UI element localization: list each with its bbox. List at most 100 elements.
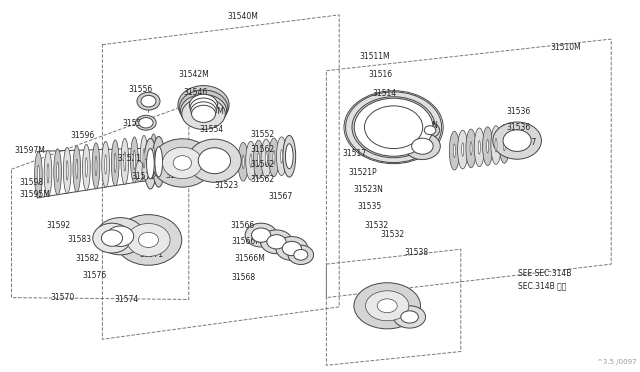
Text: 31523N: 31523N bbox=[353, 185, 383, 194]
Ellipse shape bbox=[173, 155, 191, 170]
Ellipse shape bbox=[191, 102, 216, 120]
Ellipse shape bbox=[189, 94, 218, 116]
Text: 31554: 31554 bbox=[200, 125, 224, 134]
Text: 31597M: 31597M bbox=[14, 146, 45, 155]
Ellipse shape bbox=[269, 138, 279, 177]
Ellipse shape bbox=[285, 144, 293, 169]
Text: 31552: 31552 bbox=[251, 130, 275, 139]
Text: 31535: 31535 bbox=[357, 202, 381, 211]
Ellipse shape bbox=[466, 129, 476, 168]
Ellipse shape bbox=[424, 126, 436, 135]
Ellipse shape bbox=[250, 154, 252, 167]
Ellipse shape bbox=[142, 159, 150, 180]
Ellipse shape bbox=[121, 138, 129, 185]
Text: 31514: 31514 bbox=[372, 89, 397, 98]
Text: 31552N: 31552N bbox=[408, 121, 438, 130]
Ellipse shape bbox=[152, 137, 165, 187]
Ellipse shape bbox=[267, 235, 286, 249]
Ellipse shape bbox=[198, 148, 230, 174]
Ellipse shape bbox=[63, 147, 71, 193]
Text: 31567: 31567 bbox=[269, 192, 293, 201]
Ellipse shape bbox=[282, 241, 301, 256]
Ellipse shape bbox=[354, 283, 420, 329]
Ellipse shape bbox=[144, 138, 157, 189]
Text: 31521P: 31521P bbox=[349, 169, 378, 177]
Text: 31566M: 31566M bbox=[235, 254, 266, 263]
Ellipse shape bbox=[273, 151, 275, 164]
Ellipse shape bbox=[280, 150, 283, 163]
Ellipse shape bbox=[150, 134, 157, 180]
Ellipse shape bbox=[499, 125, 509, 163]
Text: 31568: 31568 bbox=[232, 273, 256, 282]
Ellipse shape bbox=[276, 137, 287, 176]
Ellipse shape bbox=[458, 130, 468, 169]
Text: 31562: 31562 bbox=[251, 160, 275, 169]
Text: 31536: 31536 bbox=[507, 107, 531, 116]
Ellipse shape bbox=[404, 133, 440, 160]
Ellipse shape bbox=[76, 159, 78, 179]
Text: 31555: 31555 bbox=[123, 119, 147, 128]
Ellipse shape bbox=[111, 140, 119, 186]
Ellipse shape bbox=[420, 123, 440, 138]
Ellipse shape bbox=[260, 230, 292, 254]
Text: 31595M: 31595M bbox=[19, 190, 50, 199]
Ellipse shape bbox=[86, 158, 87, 177]
Text: 31536: 31536 bbox=[507, 123, 531, 132]
Ellipse shape bbox=[346, 92, 442, 163]
Ellipse shape bbox=[188, 139, 241, 182]
Ellipse shape bbox=[83, 144, 90, 190]
Text: 31576: 31576 bbox=[82, 271, 106, 280]
Ellipse shape bbox=[139, 118, 153, 128]
Ellipse shape bbox=[478, 141, 481, 154]
Ellipse shape bbox=[288, 245, 314, 264]
Text: 31544M: 31544M bbox=[193, 107, 224, 116]
Ellipse shape bbox=[412, 138, 433, 154]
Ellipse shape bbox=[147, 148, 154, 179]
Ellipse shape bbox=[124, 152, 125, 171]
Ellipse shape bbox=[182, 98, 225, 129]
Ellipse shape bbox=[37, 165, 40, 185]
Text: 31521N: 31521N bbox=[389, 113, 419, 122]
Ellipse shape bbox=[136, 161, 143, 181]
Ellipse shape bbox=[136, 115, 156, 130]
Text: 31598: 31598 bbox=[19, 178, 44, 187]
Text: 31510M: 31510M bbox=[550, 43, 581, 52]
Text: 31570: 31570 bbox=[50, 293, 74, 302]
Ellipse shape bbox=[238, 142, 248, 181]
Text: 31562: 31562 bbox=[251, 175, 275, 184]
Ellipse shape bbox=[261, 139, 271, 178]
Ellipse shape bbox=[179, 90, 228, 126]
Text: 31566M: 31566M bbox=[232, 237, 262, 246]
Ellipse shape bbox=[252, 228, 271, 242]
Ellipse shape bbox=[461, 143, 464, 156]
Ellipse shape bbox=[483, 127, 493, 166]
Ellipse shape bbox=[246, 141, 256, 180]
Ellipse shape bbox=[449, 131, 460, 170]
Ellipse shape bbox=[73, 146, 81, 192]
Ellipse shape bbox=[377, 299, 397, 313]
Ellipse shape bbox=[470, 142, 472, 155]
Ellipse shape bbox=[242, 155, 244, 169]
Text: 31562: 31562 bbox=[251, 145, 275, 154]
Text: 31542M: 31542M bbox=[178, 70, 209, 79]
Text: 31511M: 31511M bbox=[360, 52, 390, 61]
Ellipse shape bbox=[365, 106, 423, 148]
Ellipse shape bbox=[93, 223, 131, 253]
Text: 31517: 31517 bbox=[342, 149, 367, 158]
Text: 31596: 31596 bbox=[70, 131, 95, 140]
Ellipse shape bbox=[245, 223, 277, 247]
Ellipse shape bbox=[107, 226, 134, 246]
Ellipse shape bbox=[96, 218, 145, 255]
Ellipse shape bbox=[54, 149, 61, 195]
Ellipse shape bbox=[137, 92, 160, 110]
Ellipse shape bbox=[92, 143, 100, 189]
Text: 31521: 31521 bbox=[117, 154, 141, 163]
Ellipse shape bbox=[148, 158, 156, 178]
Ellipse shape bbox=[44, 150, 52, 196]
Ellipse shape bbox=[491, 126, 501, 164]
Text: ^3.5 /0097: ^3.5 /0097 bbox=[597, 359, 637, 365]
Ellipse shape bbox=[143, 149, 145, 168]
Ellipse shape bbox=[495, 138, 497, 152]
Ellipse shape bbox=[127, 224, 170, 256]
Ellipse shape bbox=[178, 86, 229, 124]
